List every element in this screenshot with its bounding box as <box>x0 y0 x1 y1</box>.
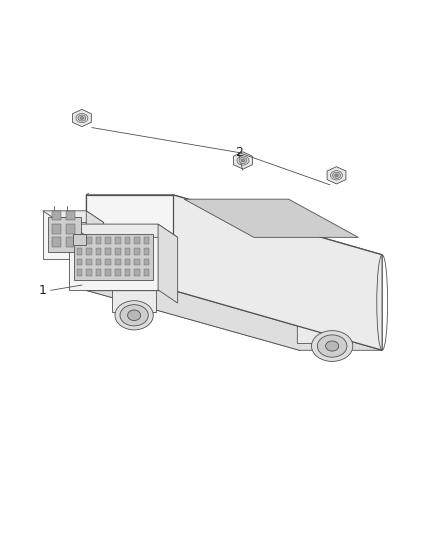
Polygon shape <box>86 195 173 290</box>
Bar <box>144 248 149 255</box>
Bar <box>134 248 140 255</box>
Ellipse shape <box>318 335 347 357</box>
Text: 2: 2 <box>235 146 243 159</box>
Polygon shape <box>184 199 358 237</box>
Polygon shape <box>86 195 382 255</box>
Bar <box>52 211 61 220</box>
Bar <box>66 211 75 220</box>
Ellipse shape <box>239 157 247 164</box>
Bar <box>124 269 130 276</box>
Polygon shape <box>69 224 158 290</box>
Bar <box>96 269 102 276</box>
Bar <box>77 237 82 244</box>
Bar <box>124 259 130 265</box>
Bar <box>73 233 86 245</box>
Ellipse shape <box>241 159 245 162</box>
Bar <box>66 224 75 233</box>
Bar <box>144 259 149 265</box>
Ellipse shape <box>127 310 141 320</box>
Ellipse shape <box>120 305 148 326</box>
Polygon shape <box>74 233 153 280</box>
Bar <box>96 248 102 255</box>
Bar <box>52 237 61 247</box>
Ellipse shape <box>325 341 339 351</box>
Polygon shape <box>158 224 178 303</box>
Ellipse shape <box>335 174 338 176</box>
Ellipse shape <box>329 173 344 178</box>
Polygon shape <box>86 211 104 270</box>
Bar <box>106 259 111 265</box>
Bar <box>106 248 111 255</box>
Ellipse shape <box>74 116 89 121</box>
Polygon shape <box>173 195 382 350</box>
Bar <box>134 237 140 244</box>
Ellipse shape <box>80 117 84 119</box>
Bar <box>86 237 92 244</box>
Bar <box>134 259 140 265</box>
Polygon shape <box>43 211 86 259</box>
Bar <box>77 269 82 276</box>
Bar <box>144 237 149 244</box>
Bar <box>77 259 82 265</box>
Bar <box>106 237 111 244</box>
Bar <box>86 248 92 255</box>
Polygon shape <box>48 217 81 252</box>
Polygon shape <box>233 152 252 169</box>
Polygon shape <box>297 319 363 343</box>
Bar <box>144 269 149 276</box>
Polygon shape <box>113 290 156 312</box>
Ellipse shape <box>237 156 249 165</box>
Polygon shape <box>69 224 178 237</box>
Bar <box>96 237 102 244</box>
Ellipse shape <box>115 301 153 330</box>
Bar <box>115 237 120 244</box>
Bar <box>77 248 82 255</box>
Bar <box>96 259 102 265</box>
Bar <box>52 224 61 233</box>
Bar <box>134 269 140 276</box>
Bar <box>86 259 92 265</box>
Polygon shape <box>43 211 104 222</box>
Polygon shape <box>86 290 382 350</box>
Ellipse shape <box>331 171 343 180</box>
Bar <box>115 269 120 276</box>
Bar <box>86 269 92 276</box>
Bar <box>124 237 130 244</box>
Polygon shape <box>86 195 300 350</box>
Ellipse shape <box>76 114 88 123</box>
Polygon shape <box>72 109 92 127</box>
Ellipse shape <box>332 172 340 179</box>
Bar <box>106 269 111 276</box>
Text: 1: 1 <box>39 284 47 297</box>
Bar <box>115 259 120 265</box>
Bar <box>124 248 130 255</box>
Bar <box>66 237 75 247</box>
Bar <box>115 248 120 255</box>
Ellipse shape <box>78 115 86 121</box>
Polygon shape <box>327 167 346 184</box>
Ellipse shape <box>236 158 250 163</box>
Ellipse shape <box>311 330 353 361</box>
